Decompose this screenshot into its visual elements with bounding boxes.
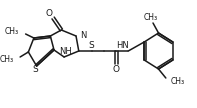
Text: S: S (33, 65, 39, 75)
Text: O: O (113, 64, 120, 74)
Text: NH: NH (59, 48, 71, 56)
Text: N: N (81, 30, 87, 40)
Text: CH₃: CH₃ (144, 14, 158, 22)
Text: S: S (89, 41, 95, 51)
Text: CH₃: CH₃ (0, 55, 14, 64)
Text: CH₃: CH₃ (5, 28, 19, 37)
Text: O: O (46, 9, 53, 17)
Text: CH₃: CH₃ (170, 78, 185, 87)
Text: HN: HN (116, 40, 129, 49)
